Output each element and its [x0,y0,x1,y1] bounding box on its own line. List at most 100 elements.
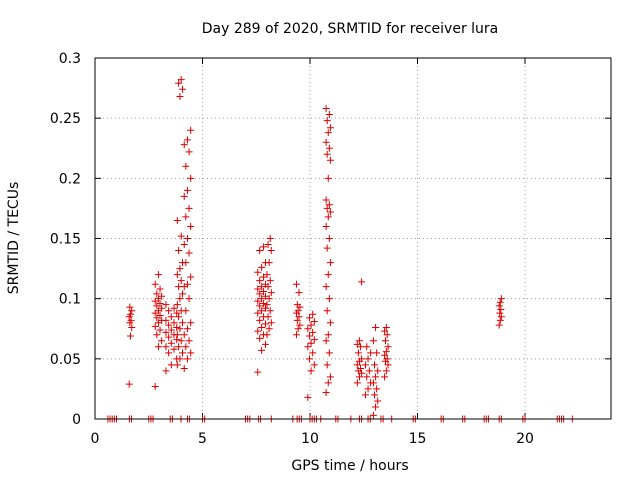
data-point [125,380,133,388]
data-point [264,241,272,249]
data-point [173,301,181,309]
data-point [294,307,302,315]
data-point [361,391,369,399]
data-point [180,331,188,339]
data-point [357,364,365,372]
data-point [173,331,181,339]
data-point [182,343,190,351]
data-point [371,391,378,399]
data-point [256,316,264,324]
data-point [323,244,331,252]
data-point [254,309,262,317]
x-tick-label: 0 [91,431,100,447]
data-point [296,321,304,329]
data-point [364,385,372,393]
data-point [170,345,178,353]
data-point [381,373,389,381]
data-point [183,280,191,288]
data-point [310,336,318,344]
axis-ticks: 0 0.05 0.1 0.15 0.2 0.25 0.3 0 5 10 15 20 [50,51,611,447]
data-point [258,346,266,354]
data-point [305,314,313,322]
data-point [185,204,193,212]
data-point [183,235,191,242]
data-point [167,326,175,334]
data-point [326,208,334,216]
data-point [176,295,184,303]
data-point [358,278,366,286]
data-point [254,285,262,293]
data-point [322,138,330,146]
data-point [256,290,264,298]
data-point [323,117,331,125]
data-point [265,259,273,267]
data-point [185,295,193,303]
data-point [323,204,331,212]
data-point [179,349,187,357]
data-point [180,192,188,200]
data-point [266,235,274,242]
y-tick-label: 0.05 [50,352,81,368]
data-point [254,268,262,276]
x-axis-label: GPS time / hours [291,458,408,474]
data-point [326,259,334,267]
data-point [263,331,271,339]
data-point [258,263,266,271]
data-point [170,304,178,312]
data-point [179,85,187,93]
data-point [373,385,381,393]
data-point [381,351,389,359]
data-point [325,349,333,357]
data-point [175,313,183,321]
data-point [496,316,504,324]
data-point [180,141,188,149]
data-point [256,277,264,285]
data-point [256,334,264,342]
data-point [309,328,317,336]
data-point [183,325,191,333]
data-point [295,313,303,321]
data-point [182,213,190,221]
data-point [495,302,503,310]
data-point [325,111,333,119]
data-point [156,299,164,307]
y-axis-label: SRMTID / TECUs [6,182,22,295]
data-point [187,222,195,230]
data-point [177,232,185,240]
data-point [264,313,272,321]
data-point [126,332,134,340]
data-point [292,331,300,339]
data-point [258,283,266,291]
data-point [305,332,313,340]
data-point [176,355,184,363]
data-point [173,361,181,369]
data-point [322,222,330,230]
data-point [175,247,183,255]
data-point [295,289,303,297]
data-point [162,316,170,324]
data-point [294,325,302,333]
data-point [156,326,164,334]
data-point [324,129,332,137]
data-point [383,355,391,363]
data-point [371,361,378,369]
data-point [128,324,136,332]
data-point [326,319,334,327]
data-point [497,313,505,321]
data-point [293,301,301,309]
data-point [183,186,191,194]
data-point [180,364,188,372]
data-point [358,355,366,363]
data-point [307,367,315,375]
data-point [165,349,173,357]
data-point [353,379,361,387]
data-point [369,411,377,419]
data-point [372,403,380,411]
data-point [176,325,184,333]
data-point [156,312,164,320]
data-point [325,235,333,242]
data-point [310,361,318,369]
data-point [176,93,184,101]
data-point [261,320,269,328]
data-point [381,337,389,345]
